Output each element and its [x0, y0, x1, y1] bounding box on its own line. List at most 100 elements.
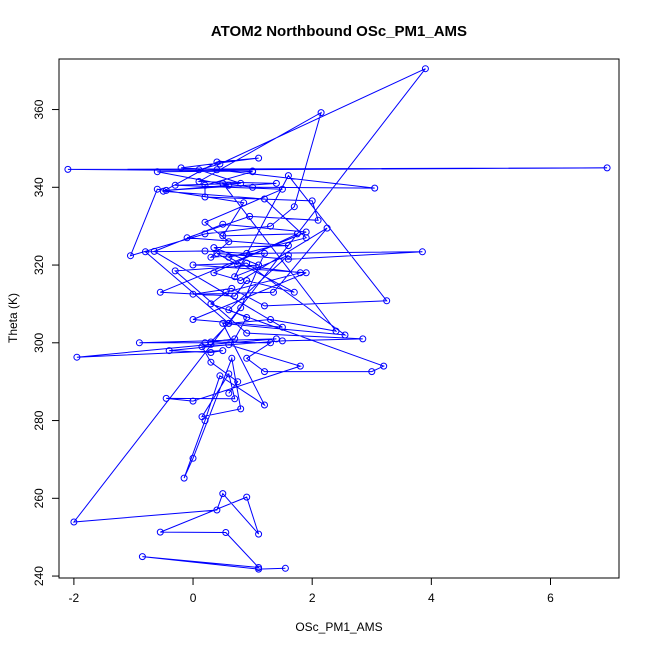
data-point — [231, 335, 239, 343]
y-tick-label: 360 — [32, 99, 46, 119]
data-point — [228, 354, 236, 362]
data-point — [246, 212, 254, 220]
data-point — [213, 506, 221, 514]
data-point — [267, 339, 274, 347]
data-point — [213, 166, 221, 174]
data-point — [380, 362, 388, 370]
data-point — [207, 253, 215, 261]
data-point — [308, 197, 316, 205]
x-tick-label: 2 — [309, 591, 316, 605]
data-point — [183, 234, 191, 242]
data-point — [222, 288, 230, 296]
data-point — [225, 253, 233, 261]
series-line — [67, 68, 608, 570]
y-tick-label: 260 — [32, 488, 46, 508]
data-point — [219, 347, 227, 355]
data-point — [290, 203, 298, 211]
data-point — [201, 417, 209, 425]
y-tick-label: 340 — [32, 177, 46, 197]
x-tick-label: -2 — [69, 591, 80, 605]
data-point — [162, 394, 170, 402]
data-point — [323, 224, 331, 232]
data-point — [293, 230, 301, 238]
data-point — [219, 232, 227, 240]
data-point — [210, 244, 218, 252]
data-point — [201, 181, 209, 189]
data-point — [195, 166, 203, 174]
plot-area — [64, 65, 611, 573]
data-point — [383, 297, 391, 305]
data-point — [219, 319, 227, 327]
data-point — [284, 255, 292, 263]
data-point — [421, 65, 429, 73]
data-point — [284, 251, 292, 259]
x-tick-label: 6 — [547, 591, 554, 605]
data-point — [153, 168, 161, 176]
y-tick-label: 280 — [32, 410, 46, 430]
data-point — [189, 397, 197, 405]
data-point — [284, 242, 292, 250]
data-point — [64, 165, 72, 173]
data-points — [64, 65, 611, 573]
data-point — [225, 389, 233, 397]
data-point — [272, 179, 280, 187]
data-point — [281, 564, 289, 572]
data-point — [150, 247, 158, 255]
data-point — [267, 222, 274, 230]
data-point — [225, 238, 233, 246]
data-point — [249, 183, 257, 191]
data-point — [255, 154, 263, 162]
data-point — [231, 395, 239, 403]
data-point — [207, 300, 215, 308]
data-point — [156, 528, 164, 536]
data-point — [207, 340, 215, 348]
data-point — [278, 337, 286, 345]
data-point — [341, 331, 349, 339]
data-point — [278, 185, 286, 193]
data-point — [210, 269, 218, 277]
data-point — [222, 529, 230, 536]
x-tick-label: 0 — [190, 591, 197, 605]
data-point — [243, 259, 251, 267]
data-point — [237, 179, 245, 187]
data-point — [219, 220, 227, 228]
data-point — [290, 288, 298, 296]
y-axis-label: Theta (K) — [6, 293, 20, 343]
data-point — [201, 193, 209, 201]
data-point — [189, 290, 197, 298]
data-point — [234, 261, 242, 269]
data-point — [332, 327, 340, 335]
data-point — [272, 335, 280, 343]
data-point — [141, 248, 149, 256]
data-point — [302, 234, 310, 242]
data-point — [225, 306, 233, 314]
data-point — [213, 158, 221, 166]
data-point — [237, 405, 245, 413]
data-point — [603, 164, 611, 172]
data-point — [153, 185, 161, 193]
data-point — [261, 195, 268, 203]
data-point — [189, 454, 197, 462]
x-tick-label: 4 — [428, 591, 435, 605]
data-point — [201, 230, 209, 238]
data-point — [243, 249, 251, 257]
y-tick-label: 300 — [32, 332, 46, 352]
y-axis: 240 260 280 300 320 340 360 — [32, 99, 59, 586]
data-point — [359, 335, 367, 343]
data-point — [243, 354, 251, 362]
data-point — [195, 178, 203, 185]
data-point — [219, 490, 227, 498]
data-point — [165, 347, 173, 355]
data-point — [267, 316, 274, 323]
data-point — [70, 518, 78, 526]
data-point — [255, 530, 263, 538]
data-point — [261, 302, 268, 310]
data-point — [201, 247, 209, 255]
data-point — [270, 288, 277, 296]
data-point — [207, 358, 215, 366]
data-point — [243, 277, 251, 285]
data-point — [127, 252, 134, 260]
data-point — [243, 314, 251, 321]
data-point — [249, 168, 257, 176]
y-tick-label: 240 — [32, 566, 46, 586]
